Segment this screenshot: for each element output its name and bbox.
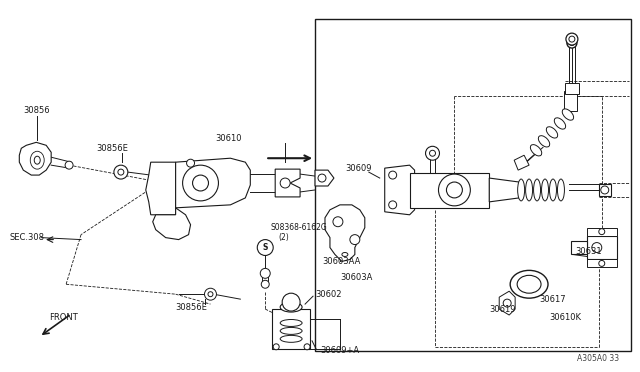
Text: FRONT: FRONT: [49, 312, 78, 321]
Circle shape: [304, 344, 310, 350]
Circle shape: [318, 174, 326, 182]
Polygon shape: [19, 142, 51, 175]
Circle shape: [599, 260, 605, 266]
Ellipse shape: [35, 156, 40, 164]
Polygon shape: [489, 178, 519, 202]
Circle shape: [388, 201, 397, 209]
Circle shape: [570, 41, 574, 45]
Text: S: S: [262, 243, 268, 252]
Circle shape: [438, 174, 470, 206]
Circle shape: [350, 235, 360, 244]
Circle shape: [601, 186, 609, 194]
Circle shape: [273, 344, 279, 350]
Text: 30602: 30602: [315, 290, 342, 299]
Text: 30619: 30619: [489, 305, 516, 314]
Polygon shape: [571, 241, 587, 254]
Polygon shape: [564, 91, 577, 110]
Text: 30609: 30609: [345, 164, 371, 173]
Polygon shape: [153, 208, 191, 240]
Text: 30609+A: 30609+A: [320, 346, 359, 355]
Circle shape: [187, 159, 195, 167]
Ellipse shape: [554, 118, 566, 129]
Text: 30617: 30617: [539, 295, 566, 304]
Ellipse shape: [557, 179, 564, 201]
Circle shape: [282, 293, 300, 311]
Text: 30856E: 30856E: [96, 144, 128, 153]
Text: SEC.308: SEC.308: [10, 233, 44, 242]
Ellipse shape: [525, 179, 532, 201]
Text: 30603AA: 30603AA: [322, 257, 360, 266]
Circle shape: [114, 165, 128, 179]
Polygon shape: [599, 184, 611, 196]
Circle shape: [333, 217, 343, 227]
Polygon shape: [315, 170, 334, 186]
Polygon shape: [272, 309, 310, 349]
Circle shape: [592, 243, 602, 253]
Ellipse shape: [510, 270, 548, 298]
Circle shape: [182, 165, 218, 201]
Circle shape: [388, 171, 397, 179]
Polygon shape: [385, 165, 415, 215]
Circle shape: [280, 178, 290, 188]
Polygon shape: [410, 173, 489, 208]
Polygon shape: [325, 205, 365, 262]
Polygon shape: [587, 235, 617, 259]
Ellipse shape: [517, 275, 541, 293]
Circle shape: [205, 288, 216, 300]
Text: 30631: 30631: [575, 247, 602, 256]
Circle shape: [447, 182, 462, 198]
Ellipse shape: [30, 151, 44, 169]
Ellipse shape: [280, 320, 302, 327]
Ellipse shape: [531, 145, 541, 156]
Circle shape: [118, 169, 124, 175]
Ellipse shape: [563, 109, 573, 120]
Circle shape: [599, 229, 605, 235]
Polygon shape: [275, 169, 300, 197]
Text: 30856E: 30856E: [175, 302, 207, 312]
Circle shape: [261, 280, 269, 288]
Bar: [315, 19, 630, 351]
Text: 30856: 30856: [23, 106, 50, 115]
Circle shape: [429, 150, 435, 156]
Text: A305A0 33: A305A0 33: [577, 354, 619, 363]
Polygon shape: [499, 291, 515, 315]
Ellipse shape: [280, 327, 302, 334]
Polygon shape: [514, 155, 529, 170]
Polygon shape: [146, 162, 175, 215]
Ellipse shape: [538, 136, 550, 147]
Text: S08368-6162G: S08368-6162G: [270, 223, 327, 232]
Circle shape: [503, 299, 511, 307]
Ellipse shape: [541, 179, 548, 201]
Polygon shape: [175, 158, 250, 208]
Circle shape: [65, 161, 73, 169]
Text: 30610K: 30610K: [549, 312, 581, 321]
Circle shape: [193, 175, 209, 191]
Text: 30603A: 30603A: [340, 273, 372, 282]
Circle shape: [566, 33, 578, 45]
Ellipse shape: [280, 302, 302, 312]
Ellipse shape: [280, 336, 302, 342]
Circle shape: [260, 268, 270, 278]
Circle shape: [208, 292, 213, 296]
Text: (2): (2): [278, 233, 289, 242]
Circle shape: [567, 38, 577, 48]
Ellipse shape: [518, 179, 525, 201]
Text: 30610: 30610: [216, 134, 242, 143]
Polygon shape: [587, 259, 617, 267]
Circle shape: [257, 240, 273, 256]
Polygon shape: [587, 228, 617, 235]
Ellipse shape: [550, 179, 556, 201]
Ellipse shape: [534, 179, 541, 201]
Circle shape: [569, 36, 575, 42]
Circle shape: [426, 146, 440, 160]
Ellipse shape: [342, 253, 348, 256]
Ellipse shape: [547, 127, 557, 138]
Polygon shape: [565, 83, 579, 94]
